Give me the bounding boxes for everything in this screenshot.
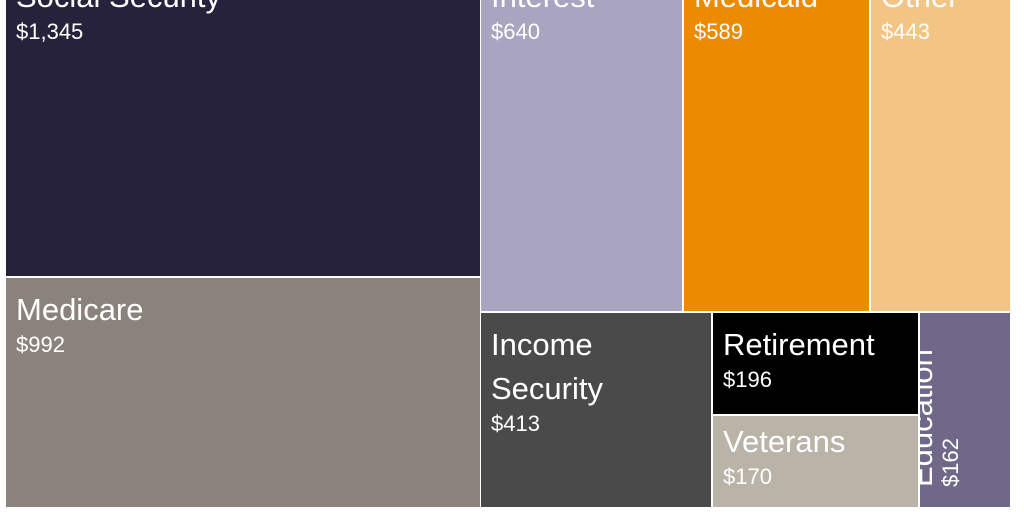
treemap-cell-retirement: Retirement $196 xyxy=(713,313,918,414)
cell-text: Education $162 xyxy=(920,313,964,487)
cell-label: Veterans xyxy=(723,424,846,459)
cell-value: $992 xyxy=(16,332,65,357)
cell-value: $162 xyxy=(938,438,963,487)
cell-label: Medicaid xyxy=(694,0,818,19)
treemap-cell-medicare: Medicare $992 xyxy=(6,278,480,507)
treemap-cell-interest: Interest$640 xyxy=(481,0,682,311)
cell-label: Medicare xyxy=(16,292,144,327)
cell-label: Social Security xyxy=(16,0,221,19)
cell-label: Other xyxy=(881,0,959,19)
cell-value: $443 xyxy=(881,19,930,44)
cell-value: $589 xyxy=(694,19,743,44)
cell-label: Retirement xyxy=(723,327,875,362)
treemap-cell-veterans: Veterans $170 xyxy=(713,416,918,507)
treemap-cell-other: Other$443 xyxy=(871,0,1010,311)
cell-value: $196 xyxy=(723,367,772,392)
treemap-cell-education: Education $162 xyxy=(920,313,1010,507)
cell-label: Interest xyxy=(491,0,594,19)
cell-value: $413 xyxy=(491,411,540,436)
cell-label: Education xyxy=(920,349,939,487)
treemap-cell-medicaid: Medicaid$589 xyxy=(684,0,869,311)
treemap-cell-income-security: Income Security $413 xyxy=(481,313,711,507)
cell-value: $1,345 xyxy=(16,19,84,44)
cell-label: Income Security xyxy=(491,327,603,406)
cell-value: $640 xyxy=(491,19,540,44)
cell-value: $170 xyxy=(723,464,772,489)
treemap-cell-social-security: Social Security$1,345 xyxy=(6,0,480,276)
